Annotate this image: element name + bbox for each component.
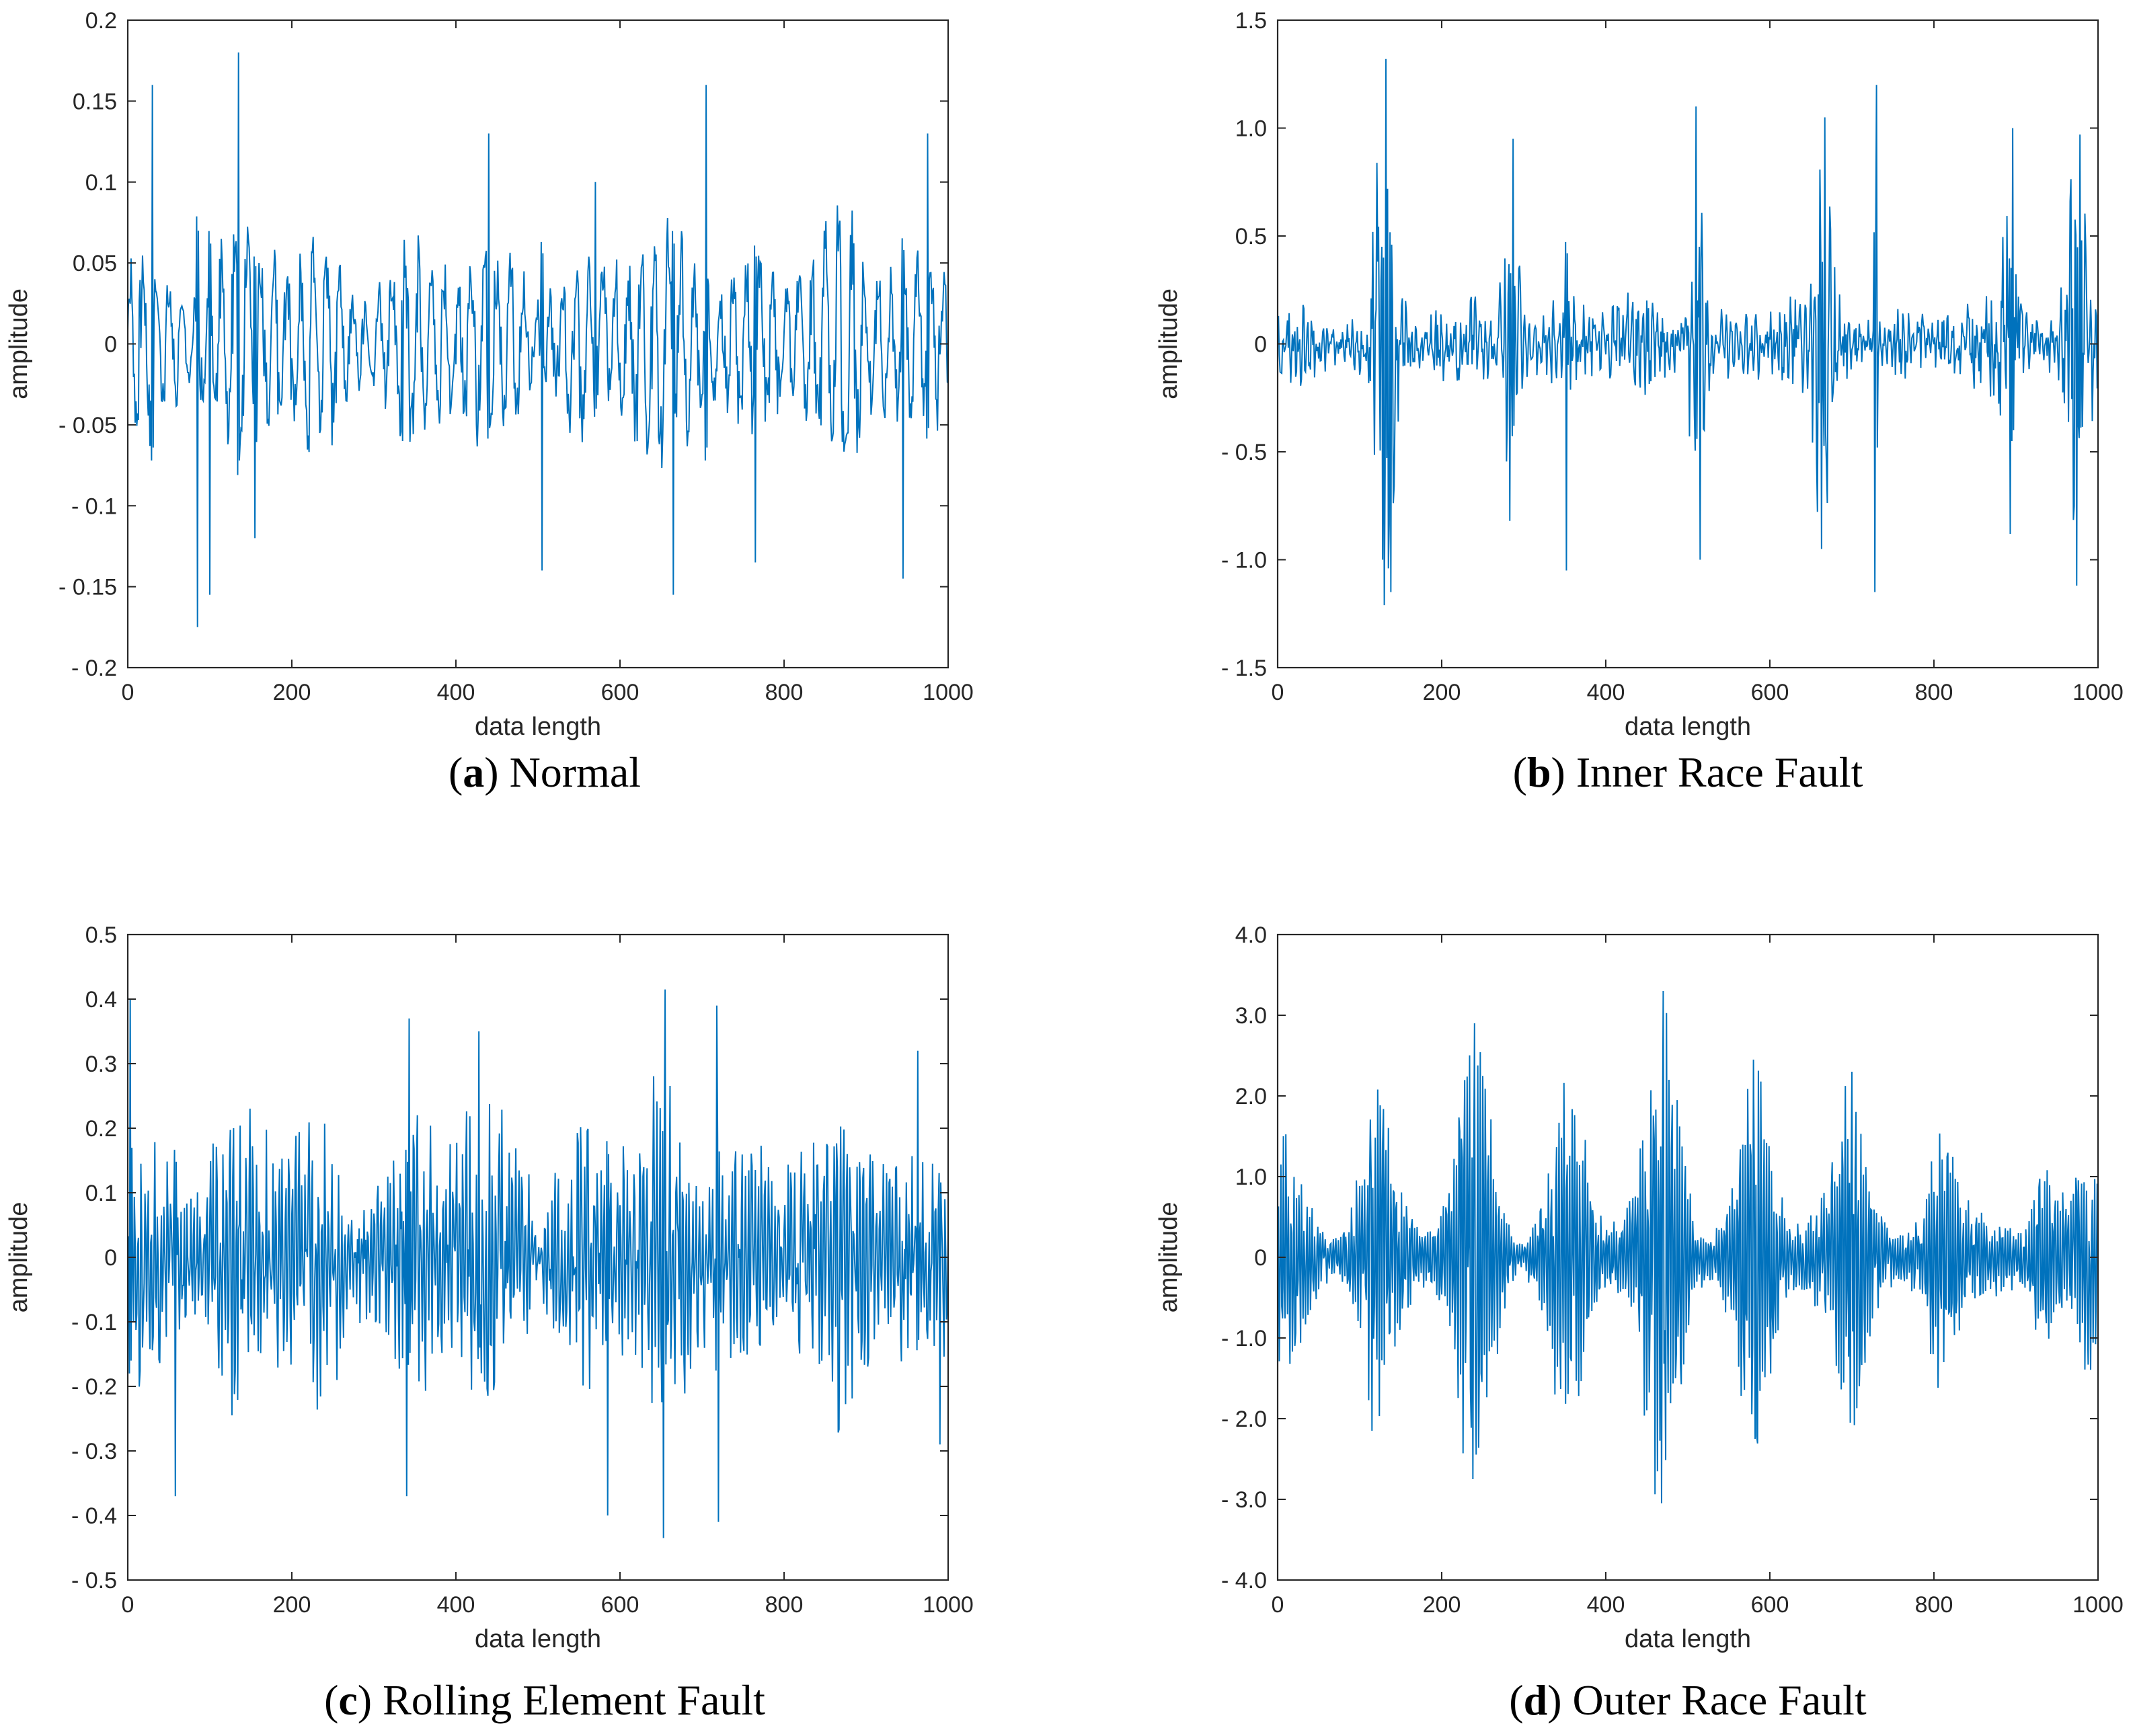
y-tick-label: - 1.0 xyxy=(1221,548,1267,574)
caption-close-paren: ) xyxy=(484,748,509,796)
x-axis-label: data length xyxy=(1625,1625,1751,1653)
caption-letter: b xyxy=(1527,748,1551,796)
caption-open-paren: ( xyxy=(1513,748,1527,796)
x-tick-label: 1000 xyxy=(2072,680,2124,705)
panel-c: 0 200 400 600 800 1000 - 0.5 - 0.4 - 0.3 - 0.2 - 0… xyxy=(5,922,974,1724)
x-tick-label: 1000 xyxy=(2072,1592,2124,1618)
y-tick-label: - 0.5 xyxy=(1221,440,1267,465)
y-tick-label: - 2.0 xyxy=(1221,1407,1267,1432)
x-tick-label: 800 xyxy=(1915,680,1953,705)
x-axis-label: data length xyxy=(475,1625,601,1653)
y-tick-label: 0.5 xyxy=(85,922,117,948)
x-tick-label: 800 xyxy=(1915,1592,1953,1618)
y-tick-label: 1.0 xyxy=(1235,1165,1267,1190)
y-tick-label: 0 xyxy=(1254,1245,1267,1271)
caption-open-paren: ( xyxy=(449,748,463,796)
y-axis-label: amplitude xyxy=(1155,288,1183,399)
y-tick-label: - 0.2 xyxy=(71,1374,117,1400)
x-tick-label: 1000 xyxy=(923,1592,974,1618)
y-tick-label: - 0.4 xyxy=(71,1503,117,1529)
y-tick-label: 0.3 xyxy=(85,1052,117,1077)
x-tick-label: 0 xyxy=(1272,1592,1284,1618)
y-axis-label: amplitude xyxy=(5,288,33,399)
panel-a: 0 200 400 600 800 1000 - 0.2 - 0.15 - 0.1 - 0.05 0… xyxy=(5,8,974,796)
x-tick-label: 800 xyxy=(765,680,804,705)
x-tick-label: 200 xyxy=(273,680,311,705)
panel-caption: (a) Normal xyxy=(449,748,641,796)
y-tick-label: - 4.0 xyxy=(1221,1568,1267,1593)
series-line-a xyxy=(128,52,948,627)
panel-caption: (b) Inner Race Fault xyxy=(1513,748,1863,796)
x-tick-label: 800 xyxy=(765,1592,804,1618)
y-tick-label: - 1.5 xyxy=(1221,656,1267,681)
series-line-c xyxy=(128,989,948,1538)
caption-open-paren: ( xyxy=(1509,1676,1523,1724)
y-tick-label: 0.1 xyxy=(85,1181,117,1206)
caption-close-paren: ) xyxy=(358,1676,383,1724)
y-tick-label: 0 xyxy=(104,332,117,358)
caption-text: Outer Race Fault xyxy=(1573,1676,1867,1724)
caption-text: Inner Race Fault xyxy=(1576,748,1863,796)
x-tick-label: 600 xyxy=(601,680,639,705)
y-tick-label: 3.0 xyxy=(1235,1003,1267,1029)
caption-close-paren: ) xyxy=(1547,1676,1572,1724)
x-tick-label: 0 xyxy=(122,1592,134,1618)
caption-letter: a xyxy=(463,748,484,796)
caption-close-paren: ) xyxy=(1551,748,1576,796)
y-tick-label: 1.5 xyxy=(1235,8,1267,34)
panel-caption: (d) Outer Race Fault xyxy=(1509,1676,1867,1724)
y-tick-label: - 0.2 xyxy=(71,656,117,681)
caption-letter: c xyxy=(338,1676,357,1724)
x-tick-label: 0 xyxy=(122,680,134,705)
series-line-d xyxy=(1278,990,2098,1504)
x-tick-label: 400 xyxy=(1587,680,1625,705)
y-tick-label: - 0.1 xyxy=(71,494,117,519)
series-line-b xyxy=(1278,58,2098,606)
y-tick-label: 0 xyxy=(1254,332,1267,358)
x-tick-label: 400 xyxy=(437,680,475,705)
y-tick-label: 1.0 xyxy=(1235,116,1267,142)
x-tick-label: 400 xyxy=(437,1592,475,1618)
x-tick-label: 600 xyxy=(601,1592,639,1618)
y-tick-label: - 0.15 xyxy=(59,575,117,600)
x-tick-label: 600 xyxy=(1751,1592,1789,1618)
y-tick-label: 0.4 xyxy=(85,987,117,1013)
y-tick-label: 0 xyxy=(104,1245,117,1271)
x-tick-label: 200 xyxy=(1423,1592,1461,1618)
caption-text: Rolling Element Fault xyxy=(383,1676,765,1724)
x-axis-label: data length xyxy=(475,713,601,741)
y-tick-label: - 1.0 xyxy=(1221,1326,1267,1351)
caption-text: Normal xyxy=(510,748,642,796)
y-tick-label: 0.1 xyxy=(85,170,117,196)
x-tick-label: 600 xyxy=(1751,680,1789,705)
y-tick-label: 0.5 xyxy=(1235,224,1267,249)
x-axis-label: data length xyxy=(1625,713,1751,741)
y-tick-label: 2.0 xyxy=(1235,1084,1267,1109)
x-tick-label: 200 xyxy=(273,1592,311,1618)
y-tick-label: 4.0 xyxy=(1235,922,1267,948)
y-tick-label: 0.2 xyxy=(85,1116,117,1142)
y-tick-label: 0.2 xyxy=(85,8,117,34)
y-tick-label: 0.15 xyxy=(73,89,117,114)
x-tick-label: 0 xyxy=(1272,680,1284,705)
x-tick-label: 400 xyxy=(1587,1592,1625,1618)
y-axis-label: amplitude xyxy=(5,1202,33,1313)
y-tick-label: - 3.0 xyxy=(1221,1487,1267,1513)
y-tick-label: - 0.1 xyxy=(71,1310,117,1335)
y-tick-label: - 0.5 xyxy=(71,1568,117,1593)
y-tick-label: 0.05 xyxy=(73,251,117,276)
panel-caption: (c) Rolling Element Fault xyxy=(324,1676,765,1724)
caption-letter: d xyxy=(1524,1676,1548,1724)
y-tick-label: - 0.05 xyxy=(59,413,117,438)
panel-d: 0 200 400 600 800 1000 - 4.0 - 3.0 - 2.0 - 1.0 0 1.… xyxy=(1155,922,2124,1724)
panel-b: 0 200 400 600 800 1000 - 1.5 - 1.0 - 0.5 0 0.5 1.0 1… xyxy=(1155,8,2124,796)
x-tick-label: 200 xyxy=(1423,680,1461,705)
y-tick-label: - 0.3 xyxy=(71,1439,117,1464)
caption-open-paren: ( xyxy=(324,1676,338,1724)
x-tick-label: 1000 xyxy=(923,680,974,705)
y-axis-label: amplitude xyxy=(1155,1202,1183,1313)
